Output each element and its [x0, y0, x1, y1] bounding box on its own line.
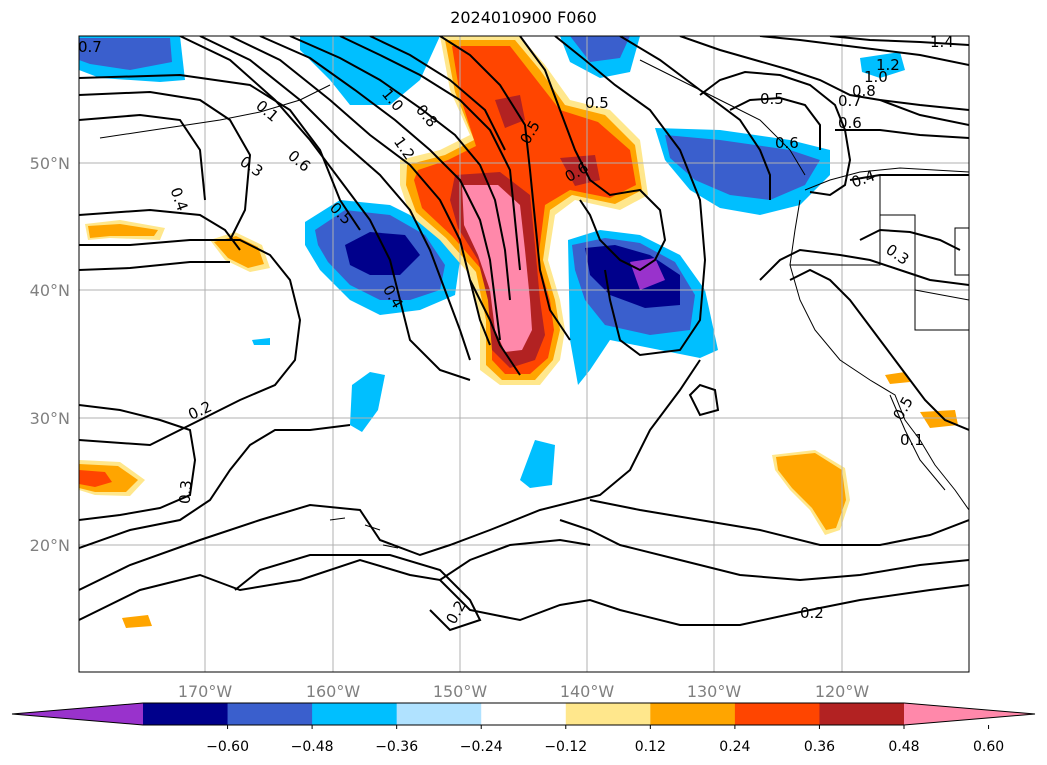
lat-label: 40°N [30, 281, 70, 300]
contour-label: 0.8 [852, 82, 876, 100]
colorbar-tick-label: −0.24 [460, 739, 503, 755]
lon-label: 120°W [815, 682, 870, 701]
colorbar-segment [227, 703, 313, 725]
lat-label: 20°N [30, 536, 70, 555]
contour-label: 0.3 [176, 479, 196, 504]
map-frame [78, 35, 970, 673]
colorbar-segment [143, 703, 229, 725]
colorbar-segment [481, 703, 567, 725]
colorbar-tick-label: 0.12 [635, 739, 666, 755]
colorbar-segment [734, 703, 820, 725]
colorbar-extend-low [12, 703, 143, 725]
contour-label: 0.5 [585, 94, 609, 112]
map-panel: 0.7 1.4 1.2 1.0 0.8 0.6 0.5 0.5 0.5 0.7 … [78, 33, 969, 672]
lon-label: 170°W [178, 682, 233, 701]
lon-label: 130°W [687, 682, 742, 701]
contour-label: 0.7 [838, 92, 862, 110]
longitude-labels: 170°W 160°W 150°W 140°W 130°W 120°W [178, 682, 870, 701]
contour-label: 0.2 [800, 604, 824, 622]
colorbar-segment [819, 703, 905, 725]
colorbar-tick-label: 0.24 [719, 739, 750, 755]
colorbar-segment [650, 703, 736, 725]
colorbar-tick-label: −0.36 [375, 739, 418, 755]
lon-label: 160°W [306, 682, 361, 701]
contour-label: 1.0 [864, 68, 888, 86]
contour-label: 0.5 [760, 90, 784, 108]
colorbar-tick-label: −0.12 [544, 739, 587, 755]
lon-label: 150°W [433, 682, 488, 701]
colorbar-tick-label: 0.48 [888, 739, 919, 755]
colorbar: −0.60 −0.48 −0.36 −0.24 −0.12 0.12 0.24 0.36 0.4… [11, 702, 1036, 755]
colorbar-tick-label: −0.60 [206, 739, 249, 755]
latitude-labels: 50°N 40°N 30°N 20°N [30, 154, 70, 555]
lon-label: 140°W [560, 682, 615, 701]
colorbar-tick-label: −0.48 [291, 739, 334, 755]
gridlines [79, 36, 969, 672]
contour-label: 1.2 [876, 56, 900, 74]
colorbar-extend-high [904, 703, 1035, 725]
colorbar-segment [396, 703, 482, 725]
contour-label: 0.7 [78, 38, 102, 56]
filled-anomalies [79, 36, 958, 628]
colorbar-outline [11, 702, 1036, 726]
contour-lines [79, 36, 969, 632]
colorbar-segment [565, 703, 651, 725]
lat-label: 30°N [30, 409, 70, 428]
map-title: 2024010900 F060 [450, 8, 597, 27]
colorbar-tick-label: 0.36 [804, 739, 835, 755]
contour-label: 1.4 [930, 33, 954, 51]
contour-label: 0.1 [900, 431, 924, 449]
colorbar-tick-label: 0.60 [973, 739, 1004, 755]
lat-label: 50°N [30, 154, 70, 173]
colorbar-segment [312, 703, 398, 725]
contour-label: 0.6 [775, 134, 799, 152]
contour-label: 0.6 [838, 114, 862, 132]
